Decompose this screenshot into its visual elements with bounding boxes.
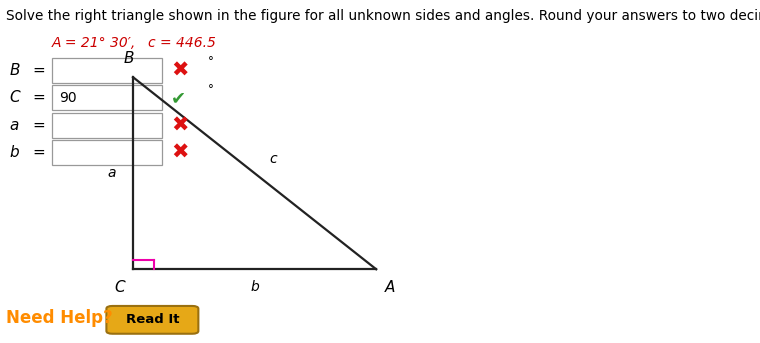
Text: =: = [32,63,45,78]
Text: =: = [32,145,45,160]
Text: A = 21° 30′,: A = 21° 30′, [52,36,136,50]
FancyBboxPatch shape [106,306,198,334]
Text: b: b [9,145,19,160]
Text: a: a [108,166,116,180]
Text: C: C [114,280,125,295]
Text: b: b [250,280,259,294]
Text: C: C [9,90,20,105]
Text: ✖: ✖ [171,143,188,163]
Text: ✖: ✖ [171,60,188,80]
Text: B: B [9,63,20,78]
Text: °: ° [207,83,214,96]
Text: Read It: Read It [125,314,179,326]
Text: Solve the right triangle shown in the figure for all unknown sides and angles. R: Solve the right triangle shown in the fi… [6,9,760,23]
Text: B: B [124,51,135,66]
Text: A: A [385,280,395,295]
Text: °: ° [207,55,214,68]
Text: =: = [32,90,45,105]
Text: ✖: ✖ [171,115,188,135]
Text: ✔: ✔ [171,89,186,107]
Text: c: c [270,153,277,166]
Text: =: = [32,118,45,133]
Text: 90: 90 [59,91,77,105]
FancyBboxPatch shape [52,140,162,165]
FancyBboxPatch shape [52,58,162,83]
Text: a: a [9,118,18,133]
FancyBboxPatch shape [52,85,162,110]
Text: Need Help?: Need Help? [6,309,112,327]
Text: c = 446.5: c = 446.5 [148,36,216,50]
FancyBboxPatch shape [52,113,162,138]
